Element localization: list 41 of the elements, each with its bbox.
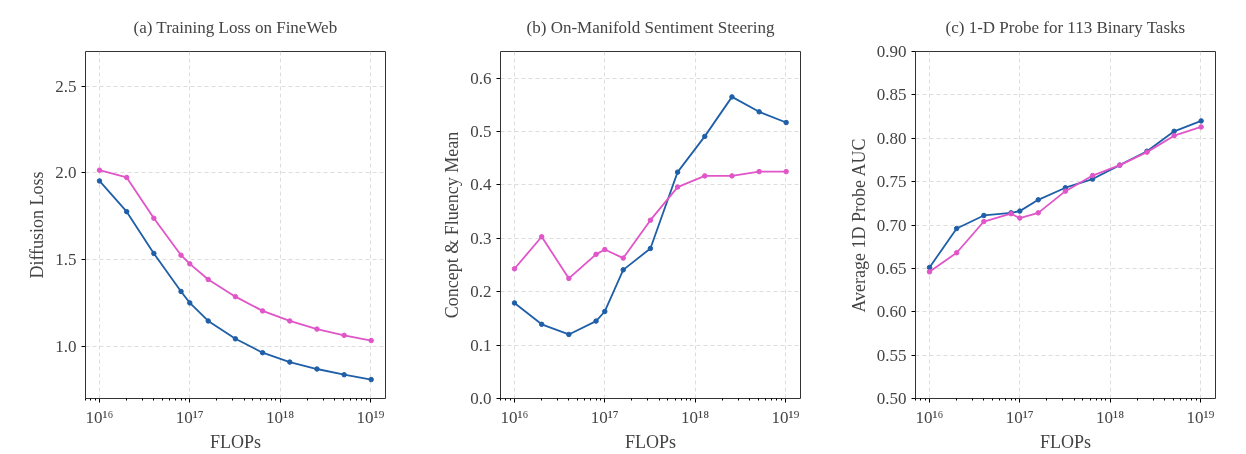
x-tick-label: 10¹⁸ xyxy=(681,407,710,427)
y-axis-title: Concept & Fluency Mean xyxy=(442,131,463,319)
y-tick-label: 0.1 xyxy=(470,335,492,355)
y-tick-label: 0.4 xyxy=(470,175,492,195)
x-tick-label: 10¹⁷ xyxy=(175,407,204,427)
x-tick-label: 10¹⁹ xyxy=(771,407,800,427)
y-tick-label: 0.70 xyxy=(876,215,907,235)
y-axis-title: Average 1D Probe AUC xyxy=(848,138,869,313)
x-tick-label: 10¹⁹ xyxy=(356,407,385,427)
y-tick-label: 2.0 xyxy=(55,163,77,183)
y-tick-label: 0.0 xyxy=(470,389,492,408)
x-tick-label: 10¹⁸ xyxy=(1096,407,1125,427)
y-tick-label: 0.50 xyxy=(876,389,907,408)
y-tick-label: 0.65 xyxy=(876,258,907,278)
x-axis-title: FLOPs xyxy=(209,431,262,452)
y-axis-title: Diffusion Loss xyxy=(27,171,48,279)
y-tick-label: 0.90 xyxy=(876,42,907,61)
x-tick-label: 10¹⁹ xyxy=(1186,407,1215,427)
chart-title: (a) Training Loss on FineWeb xyxy=(133,17,338,37)
y-tick-label: 0.75 xyxy=(876,172,907,192)
y-tick-label: 0.5 xyxy=(470,122,492,142)
y-tick-label: 0.2 xyxy=(470,282,492,302)
chart-title: (c) 1-D Probe for 113 Binary Tasks xyxy=(945,17,1186,37)
y-tick-label: 0.6 xyxy=(470,68,492,88)
y-tick-label: 0.60 xyxy=(876,302,907,322)
x-tick-label: 10¹⁸ xyxy=(266,407,295,427)
y-tick-label: 0.80 xyxy=(876,128,907,148)
x-axis-title: FLOPs xyxy=(624,431,677,452)
y-tick-label: 0.85 xyxy=(876,85,907,105)
x-tick-label: 10¹⁶ xyxy=(85,407,114,427)
chart-title: (b) On-Manifold Sentiment Steering xyxy=(526,17,775,37)
x-tick-label: 10¹⁶ xyxy=(500,407,529,427)
y-tick-label: 1.0 xyxy=(55,336,77,356)
x-tick-label: 10¹⁷ xyxy=(590,407,619,427)
x-tick-label: 10¹⁷ xyxy=(1005,407,1034,427)
y-tick-label: 1.5 xyxy=(55,250,77,270)
y-tick-label: 0.3 xyxy=(470,228,492,248)
y-tick-label: 0.55 xyxy=(876,345,907,365)
x-tick-label: 10¹⁶ xyxy=(915,407,944,427)
x-axis-title: FLOPs xyxy=(1039,431,1092,452)
y-tick-label: 2.5 xyxy=(55,76,77,96)
